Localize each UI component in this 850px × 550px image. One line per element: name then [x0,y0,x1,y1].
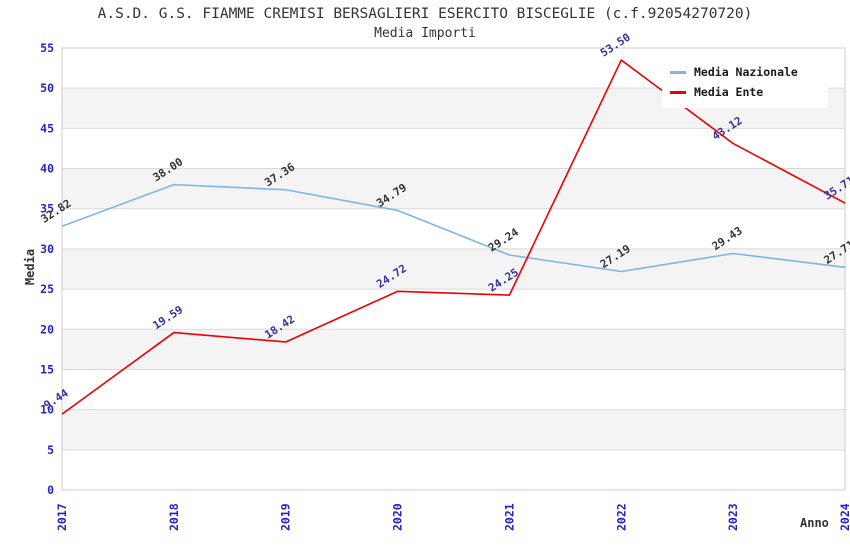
legend: Media Nazionale Media Ente [662,57,828,108]
y-gridlines [62,87,845,451]
y-tick-label: 30 [40,242,54,256]
y-tick-label: 15 [40,362,54,376]
legend-swatch-media-nazionale [670,70,686,74]
plot-band [62,248,845,290]
x-tick-label: 2017 [55,503,69,531]
y-tick-label: 35 [40,202,54,216]
y-tick-label: 20 [40,322,54,336]
legend-label: Media Ente [694,85,764,99]
x-axis-tick-labels: 2017 2018 2019 2020 2021 2022 2023 2024 [55,503,850,531]
y-tick-label: 50 [40,81,54,95]
x-tick-label: 2018 [167,503,181,531]
series-line-media-ente [61,59,846,415]
legend-item-media-nazionale[interactable]: Media Nazionale [670,62,820,82]
plot-border [61,47,846,491]
y-tick-label: 45 [40,121,54,135]
x-tick-label: 2021 [502,503,516,531]
plot-band [62,128,845,169]
y-axis-tick-labels: 0 5 10 15 20 25 30 35 40 45 50 55 [40,41,54,497]
plot-band [62,409,845,450]
chart-title: A.S.D. G.S. FIAMME CREMISI BERSAGLIERI E… [97,6,753,22]
plot-band [62,369,845,410]
y-axis-title: Media [23,248,37,286]
x-tick-label: 2023 [726,503,740,531]
plot-band [62,289,845,330]
x-tick-label: 2022 [614,503,628,531]
x-tick-label: 2024 [838,503,850,531]
y-tick-label: 10 [40,403,54,417]
legend-swatch-media-ente [670,90,686,94]
chart-subtitle: Media Importi [374,26,476,41]
y-tick-label: 55 [40,41,54,55]
plot-bands [62,48,845,490]
plot-band [62,449,845,490]
plot-band [62,168,845,209]
series-line-media-nazionale [61,183,846,273]
legend-label: Media Nazionale [694,65,798,79]
y-tick-label: 25 [40,282,54,296]
x-tick-label: 2019 [279,503,293,531]
legend-item-media-ente[interactable]: Media Ente [670,82,820,102]
plot-band [62,208,845,249]
y-tick-label: 5 [47,443,54,457]
y-tick-label: 40 [40,162,54,176]
plot-band [62,329,845,370]
x-axis-title: Anno [800,516,829,530]
x-tick-label: 2020 [391,503,405,531]
y-tick-label: 0 [47,483,54,497]
